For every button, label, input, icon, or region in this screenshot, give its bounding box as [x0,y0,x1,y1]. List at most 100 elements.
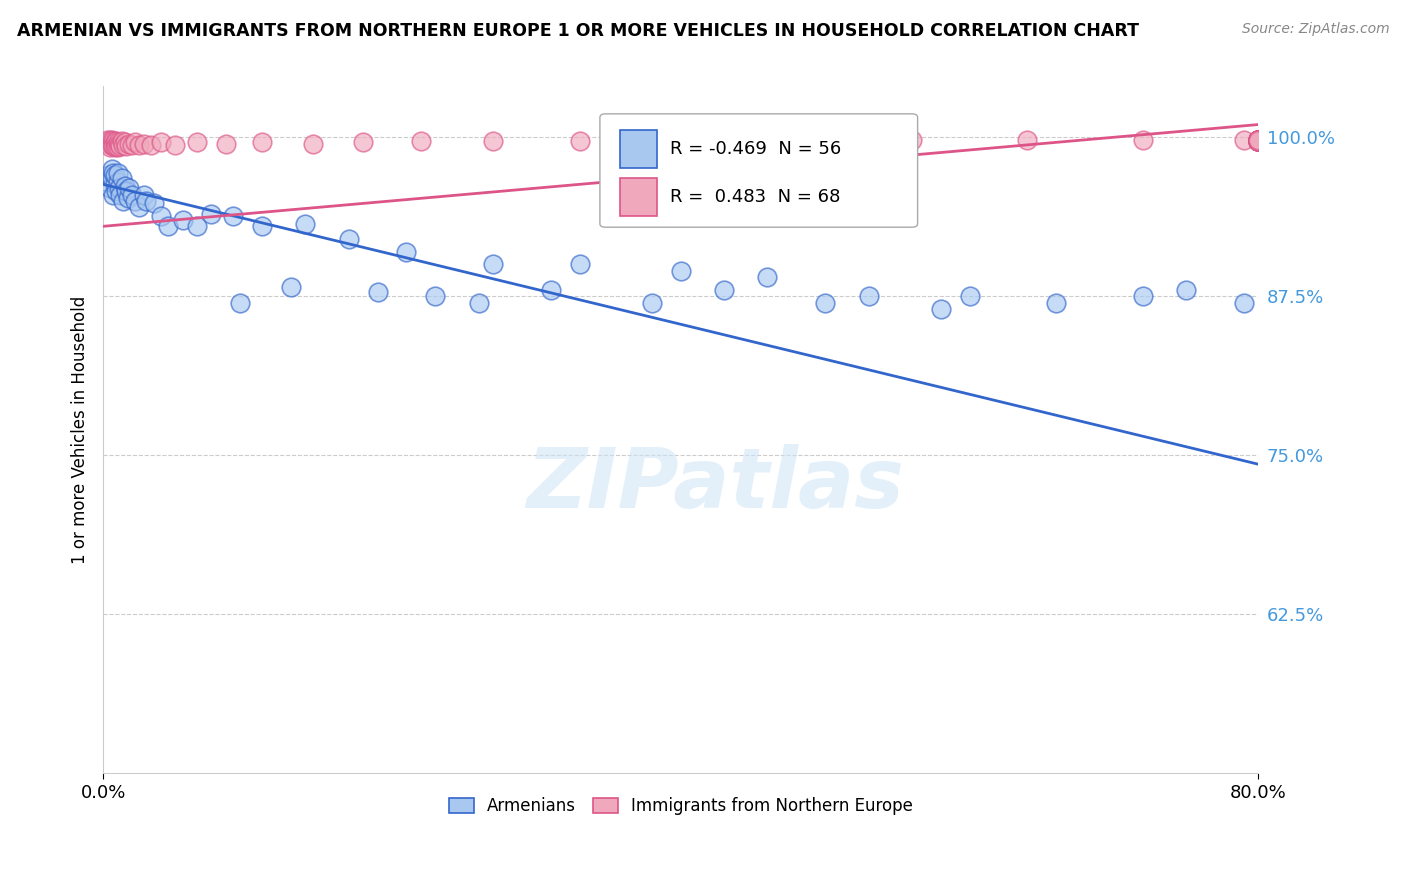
Point [1247,134,1270,148]
Point [1247,133,1270,147]
Point [200,206,222,220]
Point [104,178,127,192]
Point [104,140,127,154]
Point [103,139,125,153]
Point [814,295,837,310]
Point [101,162,124,177]
Point [482,258,505,272]
Point [280,280,302,294]
Point [1132,289,1154,303]
Point [713,283,735,297]
Point [294,217,316,231]
Point [98,140,121,154]
Point [1247,133,1270,147]
Point [121,137,143,152]
Text: ZIPatlas: ZIPatlas [526,444,904,525]
Point [132,136,155,151]
FancyBboxPatch shape [600,114,918,227]
Point [540,283,562,297]
Point [105,139,128,153]
Point [135,194,157,208]
Point [118,181,141,195]
Point [1132,133,1154,147]
Point [1247,134,1270,148]
Point [107,140,129,154]
Point [112,137,135,152]
Point [186,136,208,150]
Point [149,136,172,150]
Point [115,184,138,198]
Point [108,181,131,195]
Point [1247,134,1270,148]
Point [482,134,505,148]
Point [1247,133,1270,147]
Point [1247,133,1270,147]
Point [1247,134,1270,148]
Point [157,219,180,234]
Point [112,194,135,208]
Point [1247,134,1270,148]
Point [165,137,187,152]
Text: R = -0.469  N = 56: R = -0.469 N = 56 [671,140,842,158]
Point [858,289,880,303]
Point [1233,295,1256,310]
Point [107,136,129,150]
Legend: Armenians, Immigrants from Northern Europe: Armenians, Immigrants from Northern Euro… [440,789,921,823]
Point [1017,133,1039,147]
Point [409,134,432,148]
Point [114,178,136,193]
Point [111,171,134,186]
Point [467,295,489,310]
Point [1247,133,1270,147]
Point [117,191,139,205]
Text: Source: ZipAtlas.com: Source: ZipAtlas.com [1241,22,1389,37]
Point [98,181,121,195]
Point [301,136,323,151]
Point [395,244,418,259]
Point [104,136,127,150]
Point [229,295,252,310]
Point [1247,133,1270,147]
Point [115,139,138,153]
Point [641,295,664,310]
Point [929,301,952,316]
Point [97,136,120,151]
Point [149,209,172,223]
Point [105,134,128,148]
Point [96,175,118,189]
Point [108,136,131,151]
Point [1247,134,1270,148]
FancyBboxPatch shape [620,178,657,216]
Text: R =  0.483  N = 68: R = 0.483 N = 68 [671,188,841,206]
Point [103,134,125,148]
Point [114,136,136,150]
Point [186,219,208,234]
Point [1247,133,1270,147]
Point [1247,134,1270,148]
Point [110,187,132,202]
Point [1247,134,1270,148]
Point [111,134,134,148]
Point [250,136,273,150]
Point [107,175,129,189]
Point [1247,133,1270,147]
Point [172,213,194,227]
Point [215,136,238,151]
FancyBboxPatch shape [620,130,657,168]
Point [1247,133,1270,147]
Point [352,136,374,150]
Point [250,219,273,234]
Point [1175,283,1198,297]
Point [1247,133,1270,147]
Point [568,258,591,272]
Point [1247,134,1270,148]
Text: ARMENIAN VS IMMIGRANTS FROM NORTHERN EUROPE 1 OR MORE VEHICLES IN HOUSEHOLD CORR: ARMENIAN VS IMMIGRANTS FROM NORTHERN EUR… [17,22,1139,40]
Point [96,133,118,147]
Point [785,133,807,147]
Point [1247,133,1270,147]
Point [103,187,125,202]
Point [222,209,245,223]
Point [107,166,129,180]
Point [959,289,981,303]
Point [118,136,141,151]
